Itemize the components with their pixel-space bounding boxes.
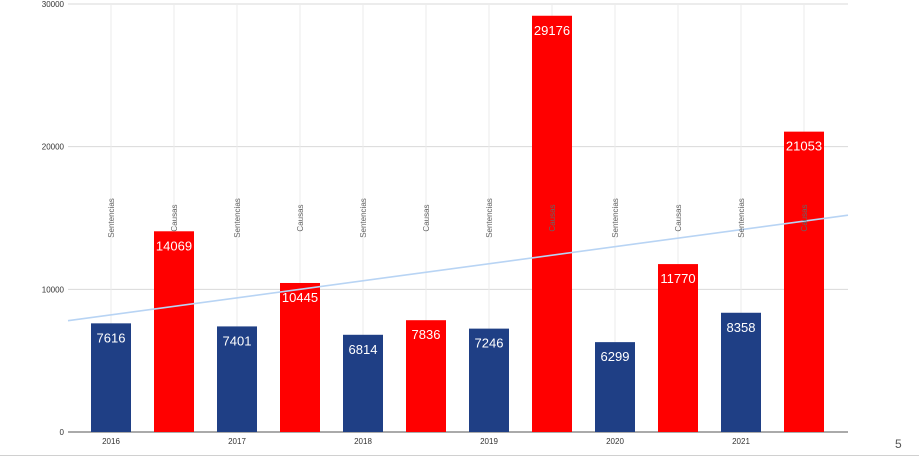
y-tick-label: 0 xyxy=(60,428,65,437)
labels-layer: Sentencias 7616 Causas 14069 Sentencias 7401 C… xyxy=(97,23,823,364)
series-label-sentencias: Sentencias xyxy=(611,198,620,238)
bar-sentencias xyxy=(469,328,509,432)
series-label-sentencias: Sentencias xyxy=(233,198,242,238)
series-label-causas: Causas xyxy=(800,204,809,231)
bar-causas xyxy=(658,264,698,432)
data-label: 21053 xyxy=(786,139,822,154)
bars-layer xyxy=(91,15,824,432)
data-label: 10445 xyxy=(282,290,318,305)
series-label-sentencias: Sentencias xyxy=(485,198,494,238)
bar-sentencias xyxy=(217,326,257,432)
trendline-layer xyxy=(67,214,849,322)
data-label: 7246 xyxy=(475,336,504,351)
data-label: 7836 xyxy=(412,327,441,342)
series-label-causas: Causas xyxy=(548,204,557,231)
x-tick-label: 2019 xyxy=(480,437,498,446)
data-label: 8358 xyxy=(727,320,756,335)
x-tick-label: 2018 xyxy=(354,437,372,446)
bar-sentencias xyxy=(721,312,761,432)
data-label: 14069 xyxy=(156,238,192,253)
series-label-sentencias: Sentencias xyxy=(107,198,116,238)
series-label-causas: Causas xyxy=(422,204,431,231)
x-tick-label: 2021 xyxy=(732,437,750,446)
page-number: 5 xyxy=(895,437,902,451)
bar-causas xyxy=(784,131,824,432)
trendline xyxy=(67,214,849,322)
x-tick-label: 2020 xyxy=(606,437,624,446)
bottom-divider xyxy=(0,455,919,456)
y-tick-label: 10000 xyxy=(42,285,65,294)
data-label: 11770 xyxy=(660,271,695,286)
axis-layer: 0 10000 20000 30000 2016 2017 2018 2019 2020 2021 xyxy=(42,0,751,446)
data-label: 6299 xyxy=(601,349,630,364)
bar-causas xyxy=(280,282,320,432)
series-label-sentencias: Sentencias xyxy=(359,198,368,238)
bar-causas xyxy=(406,320,446,432)
data-label: 7401 xyxy=(223,333,252,348)
bar-causas xyxy=(532,15,572,432)
series-label-causas: Causas xyxy=(674,204,683,231)
bar-sentencias xyxy=(91,323,131,432)
x-tick-label: 2016 xyxy=(102,437,120,446)
bar-sentencias xyxy=(595,342,635,432)
bar-sentencias xyxy=(343,334,383,432)
series-label-causas: Causas xyxy=(170,204,179,231)
y-tick-label: 20000 xyxy=(42,143,65,152)
bar-causas xyxy=(154,231,194,432)
series-label-causas: Causas xyxy=(296,204,305,231)
series-label-sentencias: Sentencias xyxy=(737,198,746,238)
data-label: 29176 xyxy=(534,23,570,38)
y-tick-label: 30000 xyxy=(42,0,65,9)
x-tick-label: 2017 xyxy=(228,437,246,446)
data-label: 7616 xyxy=(97,330,126,345)
data-label: 6814 xyxy=(349,342,378,357)
